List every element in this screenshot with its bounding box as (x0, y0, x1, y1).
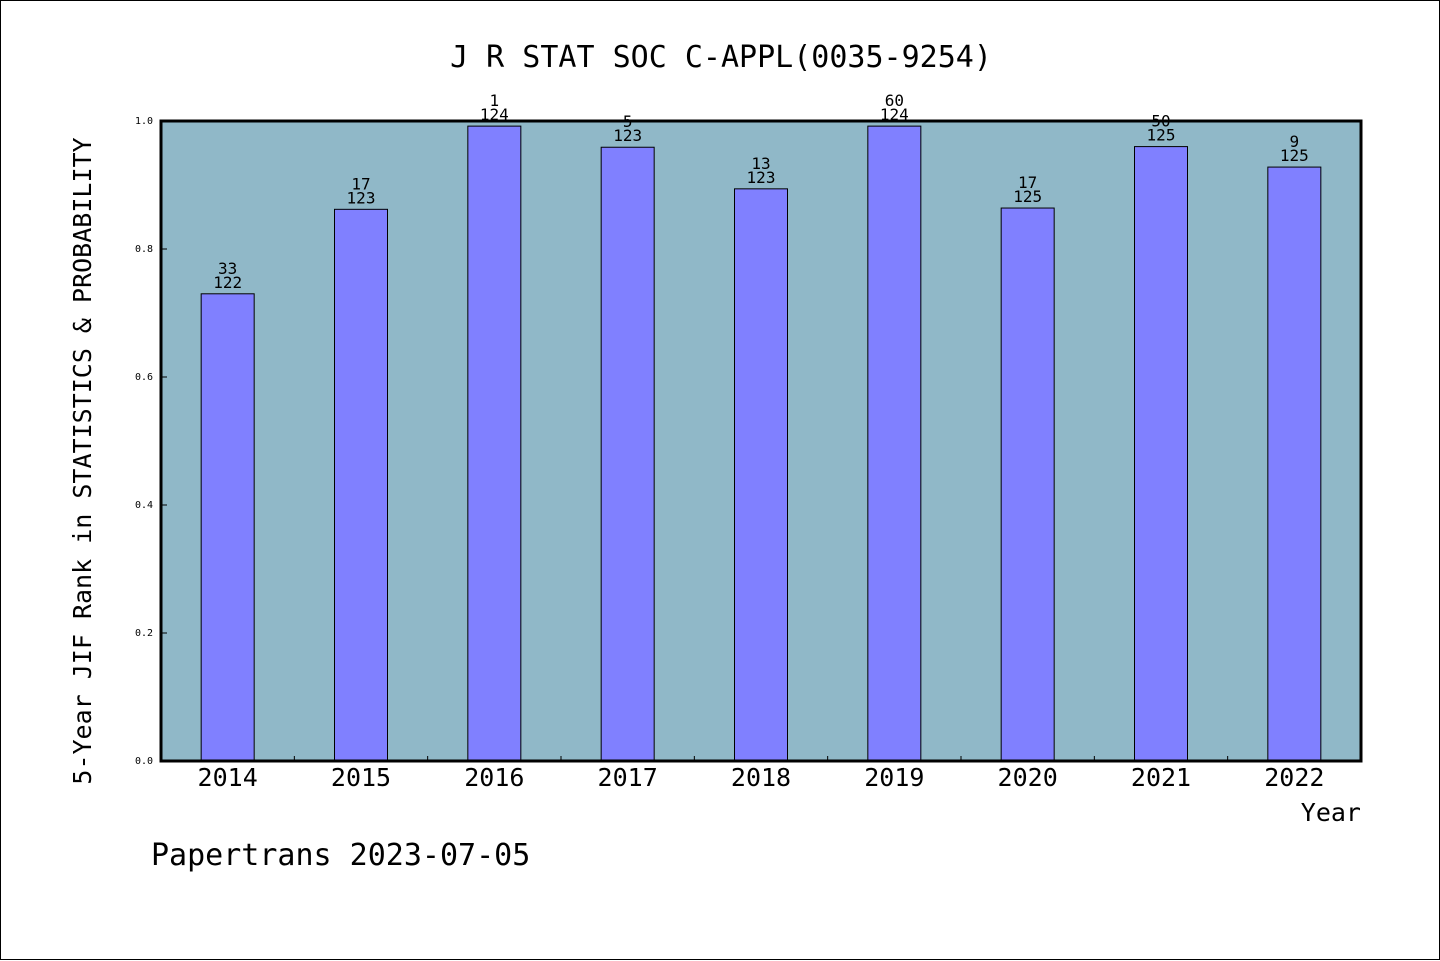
bar-label-rank-2022: 9 (1290, 132, 1300, 151)
bar-label-rank-2015: 17 (351, 174, 370, 193)
bar-label-total-2014: 122 (213, 273, 242, 292)
bar-label-rank-2016: 1 (490, 91, 500, 110)
bar-label-total-2017: 123 (613, 126, 642, 145)
y-tick-label-1.0: 1.0 (135, 116, 153, 127)
bar-label-total-2022: 125 (1280, 146, 1309, 165)
y-tick-label-0.2: 0.2 (135, 628, 153, 639)
bar-label-total-2021: 125 (1147, 126, 1176, 145)
bar-label-rank-2018: 13 (751, 154, 770, 173)
y-tick-label-0.0: 0.0 (135, 756, 153, 767)
bar-label-total-2019: 124 (880, 105, 909, 124)
footer-text: Papertrans 2023-07-05 (151, 838, 530, 873)
x-tick-label-2014: 2014 (198, 763, 258, 792)
bar-label-total-2018: 123 (747, 168, 776, 187)
x-axis-title: Year (1301, 798, 1361, 827)
bar-2020 (1000, 207, 1055, 762)
bar-label-rank-2019: 60 (885, 91, 904, 110)
bar-label-total-2015: 123 (347, 188, 376, 207)
plot-border (159, 119, 1363, 763)
x-tick-label-2018: 2018 (731, 763, 791, 792)
bar-2019 (867, 125, 922, 762)
chart-title: J R STAT SOC C-APPL(0035-9254) (450, 40, 992, 75)
bar-2017 (600, 146, 655, 762)
bar-label-total-2016: 124 (480, 105, 509, 124)
x-tick-label-2015: 2015 (331, 763, 391, 792)
bar-2015 (334, 208, 388, 762)
x-tick-label-2017: 2017 (598, 763, 658, 792)
x-tick-label-2019: 2019 (864, 763, 924, 792)
bar-2016 (467, 125, 522, 762)
bar-label-rank-2020: 17 (1018, 173, 1037, 192)
y-tick-label-0.8: 0.8 (135, 244, 153, 255)
x-tick-label-2016: 2016 (464, 763, 524, 792)
bar-2021 (1134, 146, 1188, 762)
bar-2022 (1267, 166, 1322, 762)
y-tick-label-0.6: 0.6 (135, 372, 153, 383)
bar-2018 (734, 188, 788, 762)
bar-label-rank-2014: 33 (218, 259, 237, 278)
x-tick-label-2021: 2021 (1131, 763, 1191, 792)
x-tick-label-2022: 2022 (1264, 763, 1324, 792)
y-axis-title: 5-Year JIF Rank in STATISTICS & PROBABIL… (68, 137, 97, 784)
bar-label-total-2020: 125 (1013, 187, 1042, 206)
y-tick-label-0.4: 0.4 (135, 500, 153, 511)
x-tick-label-2020: 2020 (998, 763, 1058, 792)
bar-2014 (200, 293, 255, 762)
